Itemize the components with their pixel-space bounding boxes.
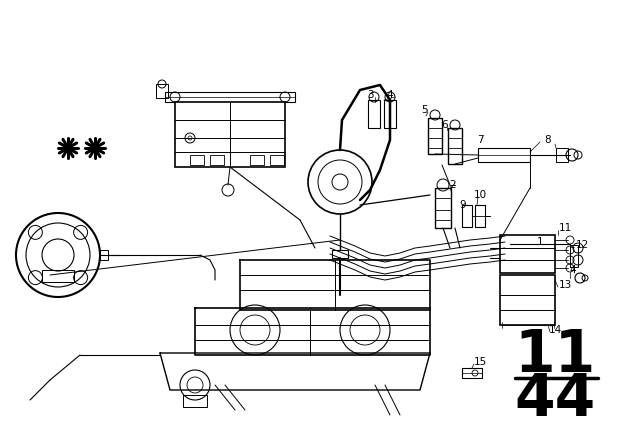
Bar [428,118,442,154]
Text: 1: 1 [537,237,543,247]
Text: 5: 5 [422,105,428,115]
Text: 8: 8 [545,135,551,145]
Bar [448,128,462,164]
Text: 9: 9 [460,200,467,210]
Bar [462,368,482,378]
Text: 10: 10 [474,190,486,200]
Bar [42,270,74,282]
Text: 3: 3 [367,90,373,100]
Text: 44: 44 [515,371,596,428]
Bar [210,155,224,165]
Text: 14: 14 [548,325,562,335]
Bar [462,205,472,227]
Bar [156,84,168,98]
Text: 4: 4 [570,265,576,275]
Bar [475,205,485,227]
Bar [332,250,348,258]
Bar [570,245,578,267]
Text: 11: 11 [558,223,572,233]
Bar [368,100,380,128]
Bar [384,100,396,128]
Text: 7: 7 [477,135,483,145]
Bar [556,148,568,162]
Text: 11: 11 [515,327,596,383]
Text: 2: 2 [450,180,456,190]
Bar [190,155,204,165]
Bar [175,102,285,167]
Bar [500,235,555,273]
Bar [183,395,207,407]
Bar [270,155,284,165]
Text: 15: 15 [474,357,486,367]
Text: 4: 4 [387,90,394,100]
Bar [100,250,108,260]
Bar [500,275,555,325]
Text: 12: 12 [575,240,589,250]
Text: 13: 13 [558,280,572,290]
Text: 6: 6 [442,120,448,130]
Bar [165,92,295,102]
Bar [478,148,530,162]
Circle shape [308,150,372,214]
Bar [250,155,264,165]
Bar [435,188,451,228]
